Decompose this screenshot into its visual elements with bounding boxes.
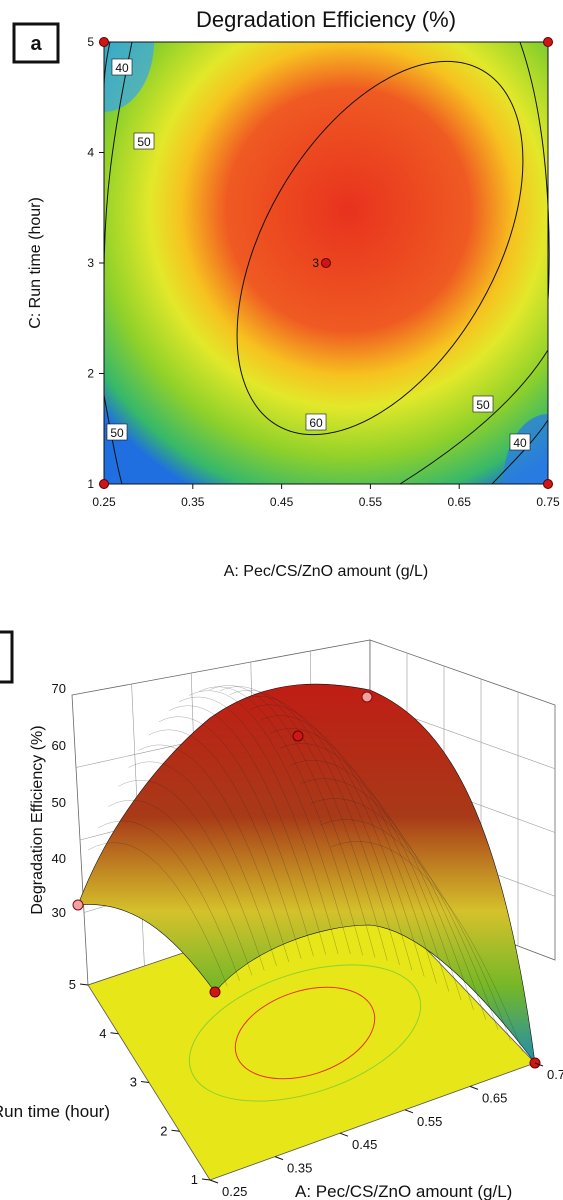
contour-label: 40 [115,61,129,75]
x-tick-label: 0.75 [536,495,560,509]
contour-label-box [106,423,128,441]
z-axis-ticks: 30 40 50 60 70 [52,681,66,920]
x-tick-mark [339,1132,349,1137]
x-tick-mark [469,1085,479,1090]
y-tick-label: 5 [69,977,76,992]
design-point-label: 3 [312,256,319,270]
y-axis-label: C: Run time (hour) [0,1102,110,1121]
y-tick-mark [79,983,89,986]
design-point [321,258,331,268]
x-tick-mark [274,1156,284,1161]
x-tick-label: 0.55 [417,1114,442,1129]
y-tick-label: 3 [87,256,94,270]
contour-label-box [133,132,155,150]
contour-line-40-right [491,419,549,485]
contour-label: 50 [476,398,490,412]
y-tick-label: 3 [130,1075,137,1090]
chart-title: Degradation Efficiency (%) [196,7,456,32]
y-tick-mark [171,1129,180,1132]
surface-mesh-line [300,778,486,1020]
z-tick-label: 70 [52,681,66,696]
y-tick-mark [140,1081,150,1083]
floor-contour-outer [188,964,422,1102]
contour-label: 50 [137,135,151,149]
panel-letter: a [30,33,42,55]
z-tick-label: 30 [52,905,66,920]
heatmap-area [104,42,548,484]
panel-letter-box [0,630,14,684]
x-tick-label: 0.45 [270,495,294,509]
x-axis-ticks: 0.25 0.35 0.45 0.55 0.65 0.75 [209,1062,563,1199]
x-tick-mark [534,1062,544,1067]
surface-point [361,691,373,703]
x-tick-label: 0.25 [222,1184,247,1199]
contour-line-60 [236,60,524,436]
x-axis-label: A: Pec/CS/ZnO amount (g/L) [224,563,429,580]
contour-label-box [305,413,327,431]
x-tick-label: 0.45 [352,1137,377,1152]
surface-point [72,899,84,911]
surface-point [209,986,221,998]
y-tick-label: 1 [191,1172,198,1187]
floor-contour-inner [234,986,376,1080]
x-tick-label: 0.65 [448,495,472,509]
y-tick-mark [201,1178,211,1181]
design-point [543,479,553,489]
contour-label: 60 [309,416,323,430]
contour-plot-panel: a Degradation Efficiency (%) 40 40 50 50 50 6… [12,7,560,580]
panel-letter-box [12,22,60,64]
y-axis-ticks: 1 2 3 4 5 [87,35,104,491]
y-tick-label: 5 [87,35,94,49]
y-tick-label: 4 [87,146,94,160]
y-tick-label: 1 [87,477,94,491]
x-tick-label: 0.75 [547,1067,563,1082]
design-point [543,37,553,47]
x-tick-label: 0.35 [181,495,205,509]
y-tick-label: 2 [160,1123,167,1138]
z-axis-label: Degradation Efficiency (%) [29,725,46,914]
x-tick-mark [404,1109,414,1114]
z-tick-label: 40 [52,851,66,866]
design-point [99,479,109,489]
contour-label-box [111,58,133,76]
contour-label: 40 [513,436,527,450]
surface-mesh-line [98,820,240,981]
y-tick-label: 4 [99,1026,106,1041]
contour-label-box [472,395,494,413]
surface-plot-panel: 30 40 50 60 70 0.25 0.35 0.45 0.55 0.65 0.75 1 2 3 4… [0,630,563,1200]
x-tick-label: 0.55 [359,495,383,509]
y-axis-label: C: Run time (hour) [27,197,44,329]
response-surface [77,683,536,1065]
x-tick-label: 0.35 [287,1161,312,1176]
y-tick-label: 2 [87,367,94,381]
x-tick-label: 0.25 [92,495,116,509]
contour-label-box [509,433,531,451]
x-tick-label: 0.65 [482,1090,507,1105]
x-axis-ticks: 0.25 0.35 0.45 0.55 0.65 0.75 [92,484,560,509]
surface-mesh-line [88,842,228,987]
y-axis-ticks: 1 2 3 4 5 [69,977,211,1187]
contour-label: 50 [110,426,124,440]
surface-point [292,730,304,742]
design-point [99,37,109,47]
design-points: 3 [99,37,553,489]
x-tick-mark [209,1179,219,1184]
surface-mesh-line [108,799,253,976]
x-axis-label: A: Pec/CS/ZnO amount (g/L) [295,1182,512,1200]
z-tick-label: 60 [52,738,66,753]
z-tick-label: 50 [52,795,66,810]
y-tick-mark [110,1032,119,1035]
